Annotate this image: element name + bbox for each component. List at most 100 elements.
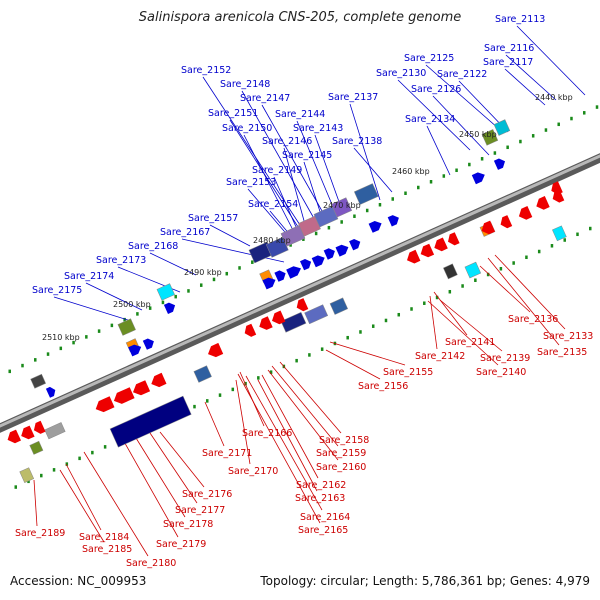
gene-label-forward: Sare_2173 [96,255,146,266]
leader-line [59,469,105,543]
leader-line [147,429,198,504]
gene-label-forward: Sare_2167 [160,227,210,238]
tick-dot [391,197,394,201]
forward-gene-arrow [323,248,335,260]
gene-label-reverse: Sare_2165 [298,525,348,536]
forward-gene-arrow [335,244,349,257]
tick-dot [320,347,324,351]
tick-label: 2510 kbp [42,333,80,342]
feature-block [156,283,175,301]
feature-block [331,197,353,218]
gene-label-forward: Sare_2113 [495,14,545,25]
forward-gene-arrow [45,386,56,398]
gene-label-reverse: Sare_2156 [358,381,408,392]
tick-dot [537,249,541,254]
tick-dot [59,346,63,351]
map-title: Salinispora arenicola CNS-205, complete … [138,10,462,25]
gene-label-forward: Sare_2126 [411,84,461,95]
tick-dot [570,116,573,121]
tick-dot [327,225,331,230]
tick-dot [404,191,407,195]
forward-gene-arrow [387,215,399,227]
forward-gene-arrow [311,255,325,268]
leader-line [121,437,179,538]
leader-line [329,341,406,366]
leader-line [433,291,468,336]
leader-line [349,103,381,201]
topology-text: Topology: circular; Length: 5,786,361 bp… [260,574,590,588]
gene-label-reverse: Sare_2160 [316,462,366,473]
gene-label-forward: Sare_2122 [437,69,487,80]
tick-dot [423,301,426,305]
gene-label-forward: Sare_2117 [483,57,533,68]
reverse-gene-arrow [244,323,257,337]
forward-gene-arrow [349,239,361,251]
leader-line [202,76,301,226]
gene-label-reverse: Sare_2178 [163,519,213,530]
tick-dot [506,145,509,150]
feature-block [464,261,482,279]
tick-label: 2490 kbp [184,268,222,277]
forward-gene-arrow [128,344,142,357]
feature-block [30,373,47,389]
gene-label-forward: Sare_2145 [282,150,332,161]
backbone-highlight [0,154,600,428]
reverse-gene-arrow [500,215,513,229]
reverse-gene-arrow [95,396,115,413]
tick-dot [269,370,273,374]
gene-label-forward: Sare_2147 [240,93,290,104]
leader-line [135,437,186,518]
feature-block [443,263,458,280]
reverse-gene-arrow [551,181,563,195]
leader-line [283,147,307,229]
tick-dot [480,157,484,161]
tick-dot [212,277,216,282]
tick-dot [123,317,126,322]
gene-label-reverse: Sare_2135 [537,347,587,358]
feature-block [552,225,567,242]
forward-gene-arrow [286,266,301,279]
feature-block [109,395,192,448]
tick-dot [302,237,305,241]
leader-line [257,379,318,492]
leader-line [397,79,471,151]
tick-dot [193,404,196,409]
gene-label-reverse: Sare_2163 [295,493,345,504]
tick-dot [557,122,560,127]
leader-line [353,147,393,193]
tick-dot [582,111,586,115]
leader-line [314,134,343,211]
tick-dot [410,307,413,311]
tick-label: 2460 kbp [392,167,430,176]
tick-dot [289,243,292,247]
tick-label: 2440 kbp [535,93,573,102]
gene-label-reverse: Sare_2184 [79,532,129,543]
tick-dot [40,473,43,478]
leader-line [204,401,225,447]
reverse-gene-arrow [296,298,309,312]
leader-line [159,431,205,488]
feature-block [353,183,379,205]
reverse-gene-arrow [7,429,21,444]
reverse-gene-arrow [536,196,550,210]
leader-line [325,349,381,380]
reverse-gene-arrow [407,249,421,264]
tick-dot [14,485,18,489]
leader-line [425,64,499,129]
gene-label-reverse: Sare_2162 [296,480,346,491]
feature-block [493,119,511,136]
tick-dot [251,260,254,264]
leader-line [432,95,490,156]
tick-dot [576,232,579,237]
tick-dot [595,105,599,109]
leader-line [209,224,251,247]
tick-dot [46,352,50,356]
gene-label-reverse: Sare_2139 [480,353,530,364]
feature-block [29,440,44,455]
reverse-gene-arrow [518,206,533,220]
backbone-line [0,153,600,433]
tick-dot [365,208,369,213]
tick-dot [136,312,139,316]
leader-line [487,257,560,346]
gene-label-forward: Sare_2148 [220,79,270,90]
